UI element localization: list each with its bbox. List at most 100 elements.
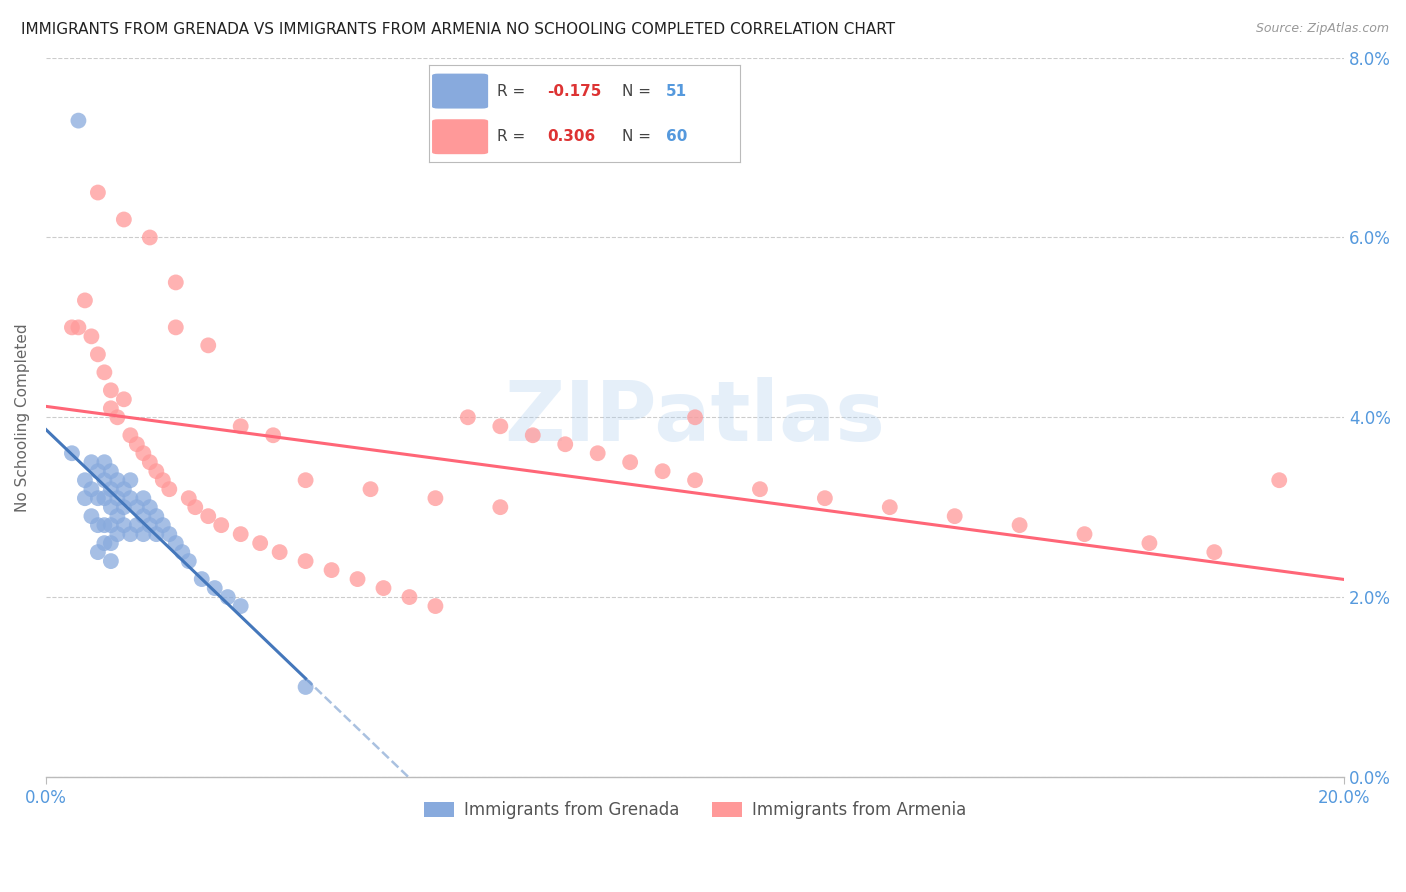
Point	[165, 536, 187, 550]
Point	[132, 527, 155, 541]
Point	[229, 419, 252, 434]
Point	[105, 473, 128, 487]
Point	[87, 518, 110, 533]
Point	[125, 518, 148, 533]
Point	[125, 500, 148, 515]
Point	[879, 500, 901, 515]
Point	[157, 527, 180, 541]
Point	[152, 473, 174, 487]
Point	[120, 428, 142, 442]
Point	[112, 500, 135, 515]
Point	[105, 509, 128, 524]
Point	[120, 473, 142, 487]
Point	[120, 527, 142, 541]
Point	[93, 491, 115, 505]
Point	[67, 113, 90, 128]
Point	[1008, 518, 1031, 533]
Point	[749, 482, 772, 496]
Point	[145, 527, 167, 541]
Point	[204, 581, 226, 595]
Point	[100, 500, 122, 515]
Point	[943, 509, 966, 524]
Y-axis label: No Schooling Completed: No Schooling Completed	[15, 323, 30, 512]
Point	[93, 365, 115, 379]
Point	[457, 410, 479, 425]
Point	[321, 563, 343, 577]
Point	[93, 473, 115, 487]
Legend: Immigrants from Grenada, Immigrants from Armenia: Immigrants from Grenada, Immigrants from…	[418, 795, 973, 826]
Point	[554, 437, 576, 451]
Point	[294, 473, 316, 487]
Point	[683, 410, 706, 425]
Point	[87, 491, 110, 505]
Point	[112, 392, 135, 407]
Point	[120, 491, 142, 505]
Point	[209, 518, 232, 533]
Point	[262, 428, 284, 442]
Point	[294, 554, 316, 568]
Point	[139, 230, 162, 244]
Point	[172, 545, 194, 559]
Point	[145, 464, 167, 478]
Point	[87, 545, 110, 559]
Point	[1139, 536, 1161, 550]
Point	[80, 455, 103, 469]
Point	[269, 545, 291, 559]
Point	[132, 446, 155, 460]
Text: IMMIGRANTS FROM GRENADA VS IMMIGRANTS FROM ARMENIA NO SCHOOLING COMPLETED CORREL: IMMIGRANTS FROM GRENADA VS IMMIGRANTS FR…	[21, 22, 896, 37]
Point	[139, 455, 162, 469]
Point	[229, 599, 252, 613]
Point	[152, 518, 174, 533]
Text: Source: ZipAtlas.com: Source: ZipAtlas.com	[1256, 22, 1389, 36]
Point	[165, 320, 187, 334]
Point	[100, 518, 122, 533]
Point	[165, 276, 187, 290]
Point	[683, 473, 706, 487]
Point	[373, 581, 395, 595]
Point	[139, 518, 162, 533]
Point	[177, 554, 200, 568]
Point	[360, 482, 382, 496]
Point	[80, 482, 103, 496]
Point	[112, 212, 135, 227]
Point	[60, 320, 83, 334]
Point	[100, 384, 122, 398]
Point	[73, 293, 96, 308]
Point	[139, 500, 162, 515]
Point	[190, 572, 212, 586]
Point	[425, 491, 447, 505]
Point	[60, 446, 83, 460]
Point	[100, 464, 122, 478]
Point	[67, 320, 90, 334]
Point	[93, 536, 115, 550]
Point	[105, 527, 128, 541]
Point	[197, 338, 219, 352]
Point	[229, 527, 252, 541]
Point	[1204, 545, 1226, 559]
Point	[489, 419, 512, 434]
Point	[112, 518, 135, 533]
Point	[100, 554, 122, 568]
Point	[1268, 473, 1291, 487]
Point	[80, 329, 103, 343]
Point	[346, 572, 368, 586]
Point	[87, 347, 110, 361]
Point	[398, 590, 420, 604]
Point	[522, 428, 544, 442]
Point	[489, 500, 512, 515]
Point	[157, 482, 180, 496]
Point	[87, 186, 110, 200]
Point	[105, 410, 128, 425]
Point	[73, 473, 96, 487]
Point	[112, 482, 135, 496]
Point	[145, 509, 167, 524]
Point	[217, 590, 239, 604]
Point	[132, 509, 155, 524]
Point	[184, 500, 207, 515]
Point	[814, 491, 837, 505]
Point	[425, 599, 447, 613]
Point	[105, 491, 128, 505]
Point	[651, 464, 673, 478]
Text: ZIPatlas: ZIPatlas	[505, 376, 886, 458]
Point	[586, 446, 609, 460]
